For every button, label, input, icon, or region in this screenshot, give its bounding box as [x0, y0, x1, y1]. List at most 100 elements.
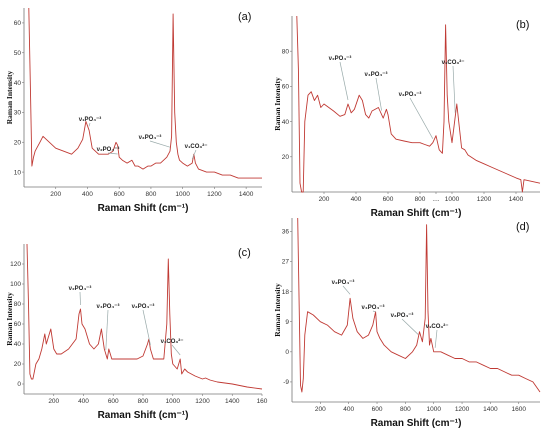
- peak-annotation: ν₁CO₃²⁻: [161, 338, 184, 345]
- x-axis-label: Raman Shift (cm⁻¹): [371, 208, 462, 219]
- x-tick-label: 600: [383, 196, 394, 203]
- x-tick-label: 1200: [195, 398, 210, 405]
- x-tick-label: 160: [257, 398, 268, 405]
- y-axis-label: Raman Intensity: [273, 77, 282, 131]
- peak-annotation: ν₁CO₃²⁻: [426, 323, 449, 330]
- x-tick-label: 1400: [483, 406, 498, 413]
- x-tick-label: 800: [146, 191, 157, 198]
- x-tick-label: 1200: [455, 406, 470, 413]
- x-tick-label: 800: [415, 196, 426, 203]
- peak-annotation: ν₁PO₄⁻³: [79, 116, 102, 123]
- y-tick-label: 60: [14, 20, 22, 27]
- x-tick-label: 400: [82, 191, 93, 198]
- annotation-arrow: [375, 77, 382, 111]
- spectrum-line: [26, 243, 263, 390]
- y-tick-label: -9: [283, 379, 289, 386]
- y-tick-label: 20: [282, 154, 290, 161]
- chart-panel-2: 200 400 600 800.... 1000 1200 1400 20 40 60 80 Rama…: [273, 15, 541, 219]
- x-tick-label: 600: [114, 191, 125, 198]
- y-tick-label: 120: [10, 261, 21, 268]
- peak-annotation: ν₂PO₄⁻³: [329, 55, 352, 62]
- annotation-arrow: [409, 97, 434, 139]
- y-tick-label: 18: [282, 289, 290, 296]
- y-tick-label: 60: [282, 84, 290, 91]
- y-tick-label: 20: [14, 361, 22, 368]
- peak-annotation: ν₂PO₄⁻³: [332, 279, 355, 286]
- annotation-arrow: [339, 61, 349, 101]
- y-tick-label: 20: [14, 139, 22, 146]
- chart-panel-3: 200 400 600 800 1000 1200 1400 1600204060801001…: [5, 243, 268, 421]
- panel-label: (c): [238, 247, 251, 259]
- x-tick-label: 600: [108, 398, 119, 405]
- x-tick-label: 200: [48, 398, 59, 405]
- y-tick-label: 60: [14, 321, 22, 328]
- annotation-arrow: [105, 309, 109, 351]
- y-tick-label: 50: [14, 50, 22, 57]
- y-tick-label: 80: [282, 48, 290, 55]
- x-tick-label: 1200: [477, 196, 492, 203]
- spectrum-line: [297, 217, 541, 393]
- y-axis-label: Raman Intensity: [273, 283, 282, 337]
- x-tick-label: 800: [400, 406, 411, 413]
- y-axis-label: Raman Intensity: [5, 70, 14, 124]
- x-tick-label: 800: [138, 398, 149, 405]
- x-tick-label: 1400: [509, 196, 524, 203]
- y-tick-label: 0: [285, 349, 289, 356]
- peak-annotation: ν₄PO₄⁻³: [362, 304, 385, 311]
- y-tick-label: 80: [14, 301, 22, 308]
- y-tick-label: 36: [282, 229, 290, 236]
- annotation-arrow: [191, 149, 197, 160]
- annotation-arrow: [149, 140, 171, 148]
- chart-panel-1: 200 400 600 800 1000 1200 1400 10 20 30 40 50 60 Rama…: [5, 7, 262, 214]
- y-tick-label: 27: [282, 259, 290, 266]
- x-tick-label: 600: [372, 406, 383, 413]
- x-tick-label: 1400: [239, 191, 254, 198]
- peak-annotation: ν₁CO₃²⁻: [442, 59, 465, 66]
- peak-annotation: ν₃PO₄⁻³: [391, 312, 414, 319]
- annotation-arrow: [401, 318, 419, 335]
- annotation-arrow: [79, 291, 81, 306]
- x-tick-label: ....: [432, 196, 439, 203]
- annotation-arrow: [434, 329, 438, 348]
- y-tick-label: 100: [10, 281, 21, 288]
- spectrum-line: [296, 15, 541, 193]
- x-tick-label: 200: [50, 191, 61, 198]
- y-tick-label: 9: [285, 319, 289, 326]
- annotation-arrow: [452, 65, 456, 113]
- peak-annotation: ν₃PO₄⁻³: [139, 134, 162, 141]
- y-axis-label: Raman Intensity: [5, 292, 14, 346]
- annotation-arrow: [142, 309, 151, 346]
- x-tick-label: 400: [351, 196, 362, 203]
- annotation-arrow: [342, 285, 351, 295]
- x-axis-label: Raman Shift (cm⁻¹): [98, 203, 189, 214]
- peak-annotation: ν₃PO₄⁻³: [399, 91, 422, 98]
- y-tick-label: 10: [14, 169, 22, 176]
- x-tick-label: 1400: [225, 398, 240, 405]
- y-tick-label: 40: [14, 80, 22, 87]
- x-axis-label: Raman Shift (cm⁻¹): [371, 418, 462, 429]
- y-tick-label: 0: [17, 381, 21, 388]
- y-tick-label: 30: [14, 110, 22, 117]
- panel-label: (b): [516, 19, 529, 31]
- peak-annotation: ν₁CO₃²⁻: [185, 143, 208, 150]
- annotation-arrow: [171, 344, 181, 356]
- y-tick-label: 40: [282, 119, 290, 126]
- spectrum-line: [28, 7, 262, 179]
- x-tick-label: 1600: [512, 406, 527, 413]
- x-axis-label: Raman Shift (cm⁻¹): [98, 410, 189, 421]
- peak-annotation: ν₄PO₄⁻³: [365, 71, 388, 78]
- x-tick-label: 1200: [207, 191, 222, 198]
- x-tick-label: 1000: [175, 191, 190, 198]
- x-tick-label: 1000: [426, 406, 441, 413]
- annotation-arrow: [107, 152, 118, 155]
- peak-annotation: ν₄PO₄⁻³: [97, 303, 120, 310]
- x-tick-label: 200: [315, 406, 326, 413]
- x-tick-label: 400: [78, 398, 89, 405]
- panel-label: (a): [238, 11, 251, 23]
- x-tick-label: 200: [319, 196, 330, 203]
- y-tick-label: 40: [14, 341, 22, 348]
- x-tick-label: 400: [343, 406, 354, 413]
- peak-annotation: ν₂PO₄⁻³: [97, 146, 120, 153]
- x-tick-label: 1000: [445, 196, 460, 203]
